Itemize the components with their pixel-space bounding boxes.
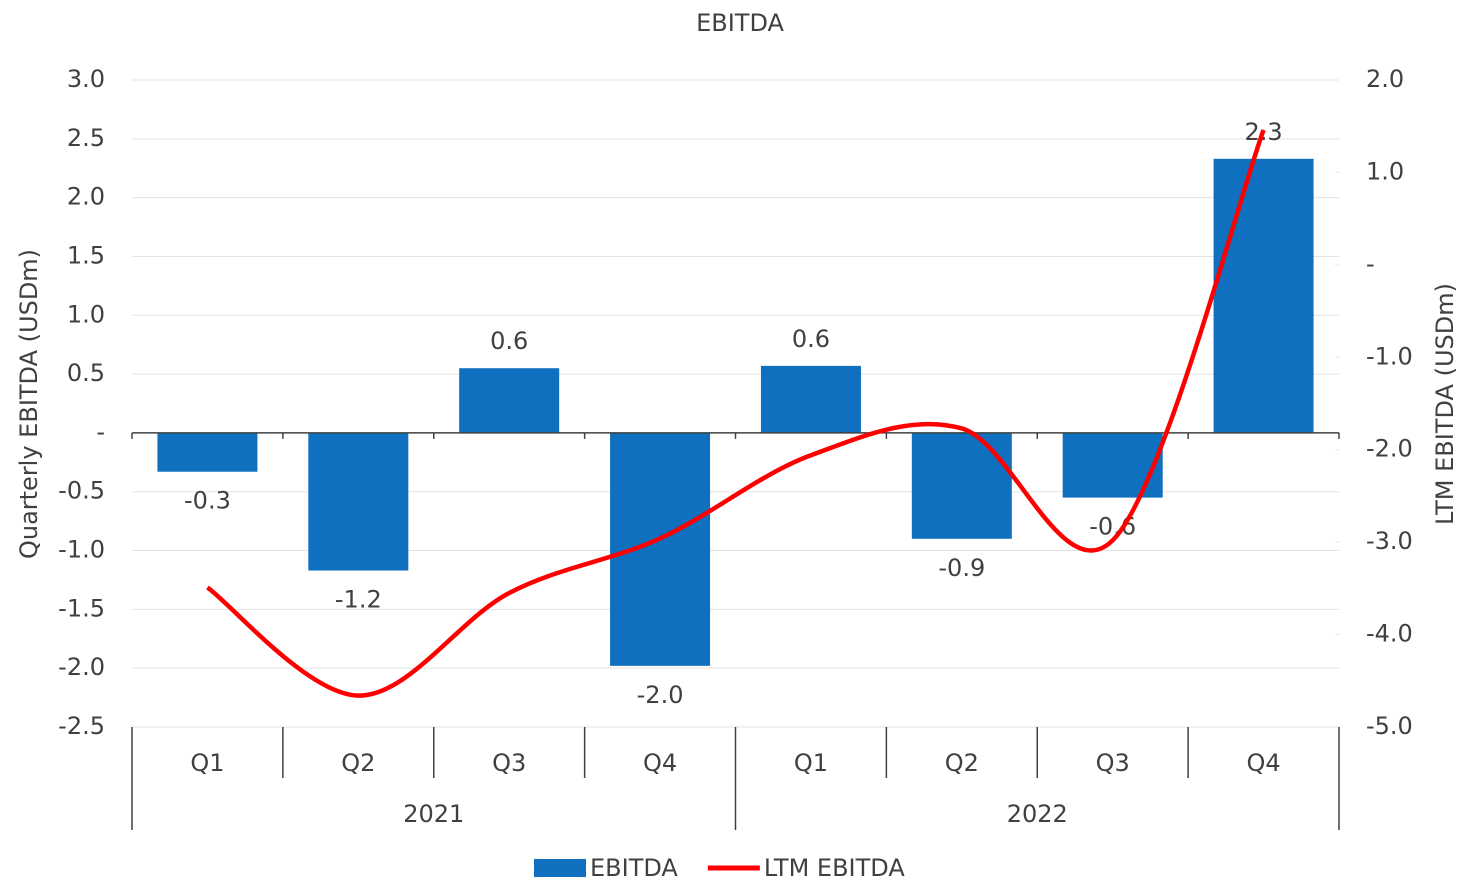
line (206, 129, 1266, 698)
y2-tick-label: -3.0 (1366, 527, 1413, 555)
y-tick-label: -1.5 (58, 594, 105, 622)
y-tick-label: - (96, 418, 105, 446)
x-tick-label: Q1 (190, 749, 224, 777)
bar (157, 432, 258, 472)
legend-label: EBITDA (590, 854, 678, 882)
y2-axis-label: LTM EBITDA (USDm) (1431, 283, 1459, 525)
legend-swatch (534, 859, 586, 877)
y-tick-label: -2.0 (58, 653, 105, 681)
y2-tick-label: - (1366, 250, 1375, 278)
data-label: -0.9 (938, 554, 985, 582)
x-tick-label: Q4 (1246, 749, 1280, 777)
data-label: -2.0 (637, 681, 684, 709)
y-axis-label: Quarterly EBITDA (USDm) (15, 249, 43, 559)
bar (1213, 158, 1314, 433)
y2-tick-label: -4.0 (1366, 620, 1413, 648)
x-tick-label: Q3 (492, 749, 526, 777)
x-tick-label: Q2 (341, 749, 375, 777)
bar (911, 432, 1012, 539)
y-tick-label: -2.5 (58, 712, 105, 740)
y-tick-label: 0.5 (67, 359, 105, 387)
y-tick-label: -1.0 (58, 536, 105, 564)
bar (610, 432, 711, 666)
y2-tick-label: -5.0 (1366, 712, 1413, 740)
data-label: 0.6 (792, 325, 830, 353)
data-label: -0.3 (184, 487, 231, 515)
chart-title: EBITDA (696, 9, 784, 37)
y2-tick-label: 2.0 (1366, 65, 1404, 93)
x-group-label: 2022 (1007, 800, 1068, 828)
y-tick-label: 2.0 (67, 183, 105, 211)
y-tick-label: 2.5 (67, 124, 105, 152)
x-tick-label: Q2 (945, 749, 979, 777)
bar (1062, 432, 1163, 498)
data-label: -1.2 (335, 586, 382, 614)
bar (459, 368, 560, 433)
x-tick-label: Q4 (643, 749, 677, 777)
bar (308, 432, 409, 571)
y-tick-label: 1.5 (67, 241, 105, 269)
bar (760, 365, 861, 433)
y-tick-label: 3.0 (67, 65, 105, 93)
y2-tick-label: 1.0 (1366, 157, 1404, 185)
x-tick-label: Q3 (1096, 749, 1130, 777)
y-tick-label: -0.5 (58, 477, 105, 505)
data-label: 0.6 (490, 327, 528, 355)
x-group-label: 2021 (403, 800, 464, 828)
y2-tick-label: -2.0 (1366, 435, 1413, 463)
y-tick-label: 1.0 (67, 300, 105, 328)
y2-tick-label: -1.0 (1366, 342, 1413, 370)
x-tick-label: Q1 (794, 749, 828, 777)
legend-label: LTM EBITDA (764, 854, 905, 882)
